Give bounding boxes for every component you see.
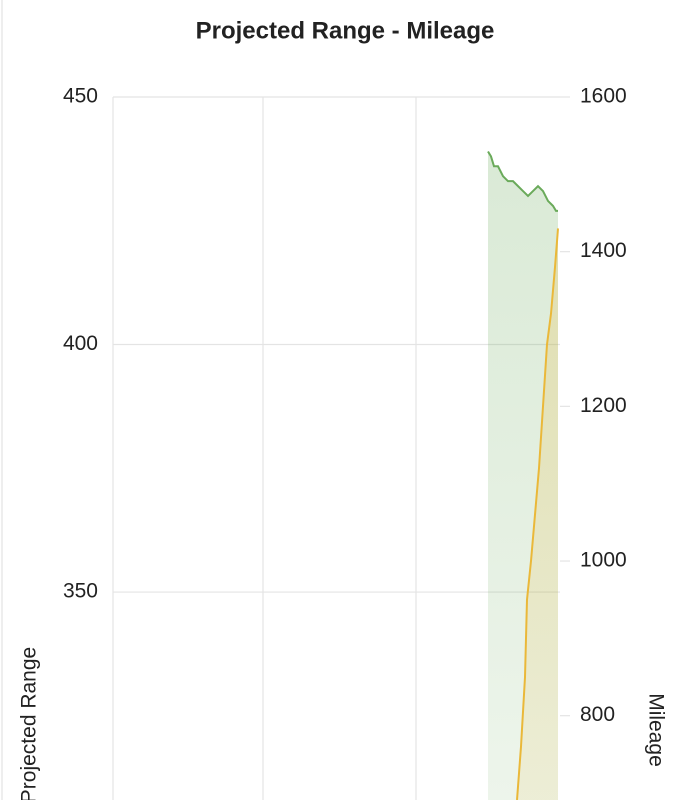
line: [487, 150, 558, 212]
chart-title: Projected Range - Mileage: [196, 17, 495, 44]
y2-axis-label: Mileage: [644, 693, 667, 767]
y-tick-label: 350: [63, 580, 98, 603]
line: [516, 228, 559, 801]
y2-tick-label: 1200: [580, 394, 627, 417]
y-tick-label: 450: [63, 85, 98, 108]
y-tick-label: 400: [63, 332, 98, 355]
area: [517, 228, 558, 801]
y2-tick-label: 1600: [580, 85, 627, 108]
y2-tick-label: 1000: [580, 549, 627, 572]
y2-tick-label: 1400: [580, 239, 627, 262]
y-axis-label: Projected Range: [18, 647, 41, 800]
y2-tick-label: 800: [580, 703, 615, 726]
